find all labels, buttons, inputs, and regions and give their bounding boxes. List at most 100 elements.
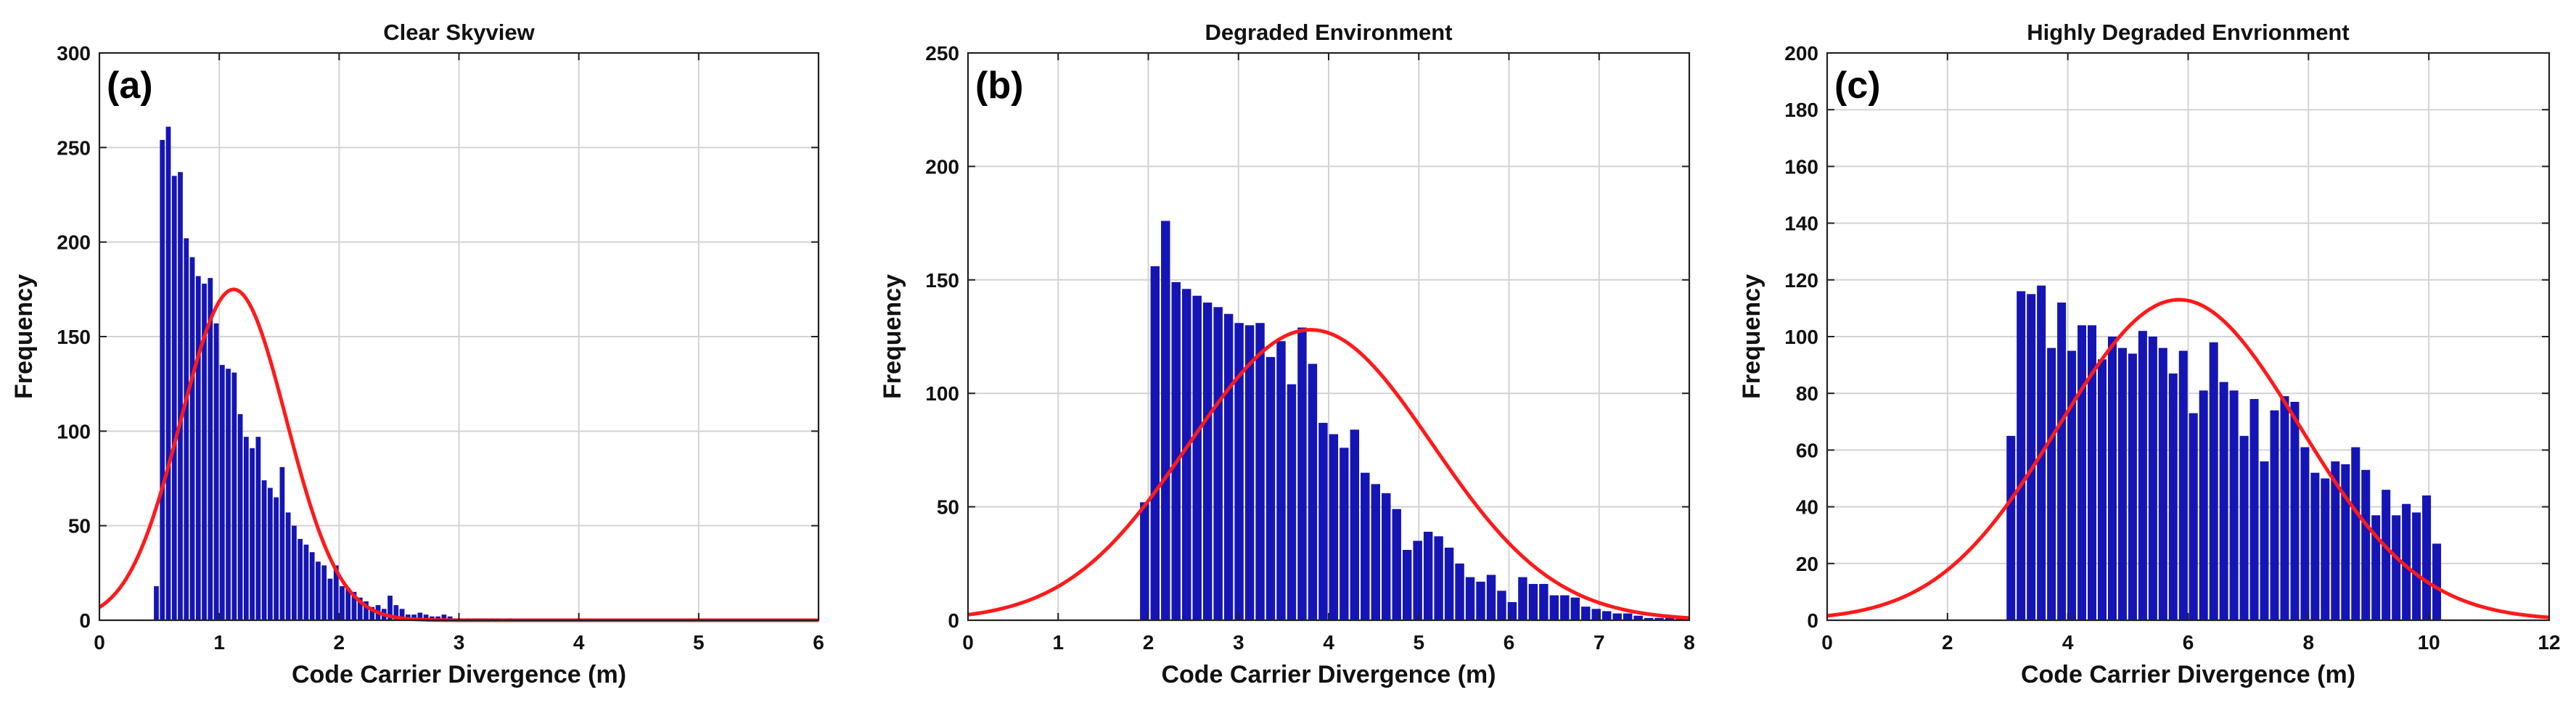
histogram-bar — [219, 365, 225, 620]
histogram-bar — [2341, 464, 2350, 620]
x-tick-label: 1 — [1052, 631, 1064, 654]
histogram-bar — [202, 284, 207, 620]
histogram-bar — [1654, 617, 1664, 620]
x-tick-label: 4 — [1323, 631, 1334, 654]
x-tick-label: 4 — [573, 631, 585, 654]
histogram-bar — [2310, 472, 2320, 620]
histogram-bar — [2067, 350, 2077, 620]
histogram-bar — [1570, 597, 1580, 620]
histogram-bar — [1423, 532, 1433, 620]
y-tick-label: 100 — [57, 420, 91, 443]
y-tick-label: 20 — [1796, 553, 1818, 575]
histogram-bar — [1465, 577, 1475, 620]
y-tick-label: 120 — [1784, 269, 1818, 292]
histogram-bar — [261, 480, 267, 620]
histogram-bar — [2270, 410, 2279, 620]
histogram-bar — [2148, 337, 2157, 620]
histogram-bar — [1528, 583, 1538, 620]
x-tick-label: 0 — [1821, 631, 1833, 654]
histogram-bar — [2209, 342, 2218, 620]
x-tick-label: 2 — [334, 631, 345, 654]
y-tick-label: 200 — [57, 231, 91, 254]
histogram-bar — [1549, 595, 1559, 620]
x-tick-label: 5 — [1413, 631, 1424, 654]
histogram-bar — [2088, 325, 2097, 620]
histogram-bar — [195, 276, 201, 620]
x-tick-label: 6 — [813, 631, 824, 654]
chart-panel-0: 0 1 2 3 4 5 6 0 50 100 150 200 250 300 Clear Skyview Co… — [10, 20, 824, 688]
x-tick-label: 8 — [1683, 631, 1695, 654]
histogram-bar — [309, 552, 315, 620]
histogram-bar — [184, 238, 189, 620]
y-tick-label: 200 — [925, 155, 959, 178]
histogram-bar — [1202, 303, 1213, 620]
histogram-bar — [2006, 435, 2016, 620]
histogram-bar — [2189, 413, 2198, 620]
histogram-bar — [316, 561, 321, 620]
histogram-bar — [2027, 294, 2036, 620]
y-tick-label: 300 — [57, 42, 91, 65]
histogram-bar — [1601, 611, 1612, 620]
histogram-bar — [2249, 399, 2259, 620]
histogram-bar — [393, 605, 399, 620]
histogram-bar — [1434, 536, 1443, 620]
histogram-bar — [237, 413, 243, 620]
histogram-bar — [1633, 615, 1643, 620]
x-tick-label: 4 — [2062, 631, 2074, 654]
x-axis-label: Code Carrier Divergence (m) — [292, 661, 626, 688]
histogram-bar — [2422, 495, 2432, 620]
chart-title: Highly Degraded Envrionment — [2027, 20, 2349, 45]
x-tick-label: 3 — [1233, 631, 1244, 654]
chart-panel-1: 0 1 2 3 4 5 6 7 8 0 50 100 150 200 250 Degraded Environ… — [879, 20, 1695, 688]
chart-title: Clear Skyview — [383, 20, 535, 45]
histogram-bar — [1266, 357, 1276, 620]
histogram-bar — [226, 369, 231, 620]
y-tick-label: 180 — [1784, 99, 1818, 121]
histogram-bar — [2321, 478, 2330, 620]
histogram-bar — [345, 588, 351, 620]
histogram-bar — [1213, 307, 1223, 620]
histogram-bar — [2017, 291, 2026, 620]
histogram-bar — [1382, 493, 1391, 620]
histogram-bar — [2219, 382, 2228, 620]
y-tick-label: 0 — [948, 609, 959, 632]
x-tick-label: 8 — [2303, 631, 2315, 654]
x-tick-label: 10 — [2418, 631, 2440, 654]
histogram-bar — [333, 565, 339, 620]
histogram-bar — [364, 601, 369, 620]
x-tick-label: 2 — [1942, 631, 1953, 654]
histogram-bar — [2290, 401, 2300, 620]
histogram-bar — [1507, 601, 1517, 620]
histogram-bar — [255, 437, 261, 620]
histogram-bar — [1361, 472, 1370, 620]
histogram-bar — [2138, 331, 2147, 620]
histogram-bar — [2107, 337, 2117, 620]
histogram-bar — [1392, 509, 1401, 620]
histogram-bar — [1350, 429, 1360, 620]
y-tick-label: 200 — [1784, 42, 1818, 65]
y-tick-label: 150 — [57, 326, 91, 348]
histogram-bar — [1181, 289, 1191, 620]
histogram-bar — [243, 437, 249, 620]
histogram-bar — [2371, 515, 2381, 620]
histogram-bar — [1665, 617, 1675, 620]
y-tick-label: 40 — [1796, 496, 1818, 519]
y-tick-label: 50 — [68, 515, 91, 538]
histogram-bar — [2178, 350, 2188, 620]
histogram-bar — [399, 609, 405, 620]
histogram-bar — [2077, 325, 2087, 620]
histogram-bar — [1140, 502, 1149, 620]
histogram-bar — [2351, 447, 2360, 620]
histogram-bar — [303, 544, 309, 620]
histogram-bar — [1402, 550, 1412, 620]
histogram-bar — [178, 172, 183, 621]
x-axis-label: Code Carrier Divergence (m) — [1161, 661, 1496, 688]
histogram-bar — [321, 565, 327, 620]
histogram-bar — [2331, 461, 2340, 620]
panel-label: (c) — [1834, 65, 1881, 107]
histogram-bar — [2168, 373, 2178, 620]
histogram-bar — [165, 126, 171, 620]
x-tick-label: 7 — [1593, 631, 1605, 654]
histogram-bar — [1329, 434, 1339, 620]
x-tick-label: 3 — [454, 631, 465, 654]
